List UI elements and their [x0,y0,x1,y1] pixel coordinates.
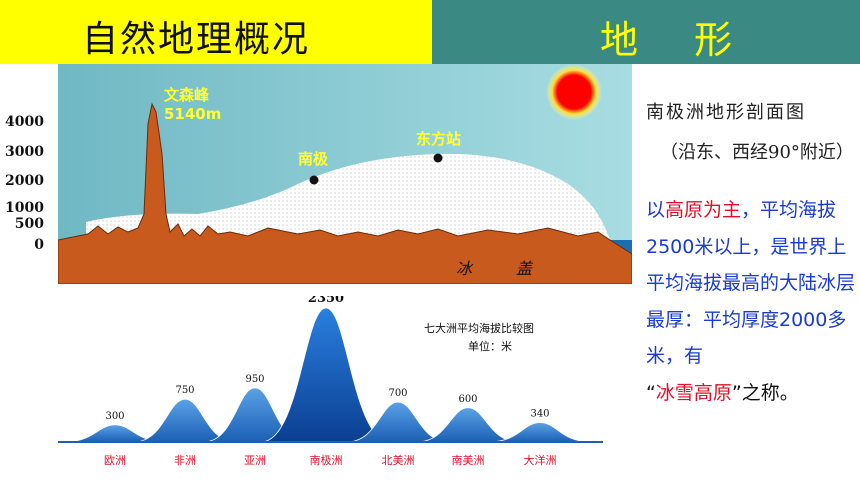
east-station-label: 东方站 [416,130,462,148]
elevation-bell-5 [416,407,520,443]
desc-text-2: ，平均海拔2500米以上，是世界上平均海拔最高的大陆冰层最厚：平均厚度2000多… [646,199,856,367]
chart-title: 七大洲平均海拔比较图 [424,321,534,335]
sun-icon [546,64,602,120]
value-label-5: 600 [458,394,477,405]
value-label-0: 300 [105,411,124,422]
category-label-3: 南极洲 [310,453,343,467]
desc-text-1: 以 [646,199,666,221]
bedrock-terrain [58,102,632,284]
y-tick-500: 500 [14,216,44,232]
header-right-title: 地 形 [600,18,755,62]
value-label-2: 950 [245,374,264,385]
ice-label-1: 冰 [456,259,474,278]
header-left-title: 自然地理概况 [82,19,311,60]
east-station-marker [433,153,443,163]
y-tick-1000: 1000 [5,200,44,216]
y-tick-3000: 3000 [5,144,44,160]
value-label-3: 2350 [308,296,344,306]
y-tick-4000: 4000 [5,114,44,130]
desc-quote-close: ”之称。 [731,381,799,404]
header-right: 地 形 [432,0,860,64]
profile-caption-sub: （沿东、西经90°附近） [660,142,854,163]
category-label-2: 亚洲 [244,454,266,467]
value-label-6: 340 [530,409,549,420]
peak-name: 文森峰 [164,86,210,104]
profile-svg: 冰 盖 [58,64,632,284]
value-label-1: 750 [175,385,194,396]
category-label-5: 南美洲 [452,454,485,467]
y-tick-2000: 2000 [5,173,44,189]
category-label-6: 大洋洲 [524,453,557,467]
category-label-1: 非洲 [174,454,196,467]
elevation-chart-svg: 七大洲平均海拔比较图 单位：米 300 欧洲 750 非洲 950 亚洲 2350 南极洲 70… [58,291,603,467]
desc-highlight-plateau: 高原为主 [665,199,742,221]
value-label-4: 700 [388,388,407,399]
elevation-bell-4 [346,401,450,443]
peak-label: 文森峰 5140m [164,86,221,124]
header-left: 自然地理概况 [0,0,432,64]
peak-height: 5140m [164,105,222,123]
antarctica-profile-diagram: 冰 盖 文森峰 5140m 南极 东方站 [58,64,632,284]
continent-elevation-chart: 七大洲平均海拔比较图 单位：米 300 欧洲 750 非洲 950 亚洲 2350 南极洲 70… [58,291,618,476]
ice-label-2: 盖 [516,259,534,278]
y-tick-0: 0 [34,237,44,253]
desc-highlight-nickname: 冰雪高原 [655,381,732,404]
profile-caption: 南极洲地形剖面图 [646,102,806,123]
description-paragraph: 以高原为主，平均海拔2500米以上，是世界上平均海拔最高的大陆冰层最厚：平均厚度… [646,192,856,411]
category-label-0: 欧洲 [104,454,126,467]
elevation-bell-3 [261,307,391,443]
elevation-bell-6 [488,422,592,443]
south-pole-marker [309,175,319,185]
desc-quote-open: “ [646,381,656,404]
category-label-4: 北美洲 [382,454,415,467]
chart-unit: 单位：米 [468,339,512,353]
ice-sheet [86,153,610,240]
south-pole-label: 南极 [298,150,329,168]
